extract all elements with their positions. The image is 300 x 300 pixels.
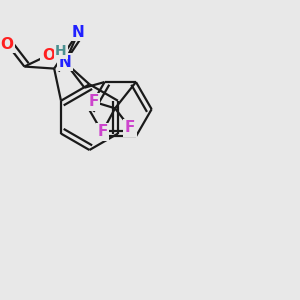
Text: O: O: [42, 48, 55, 63]
Text: O: O: [1, 37, 13, 52]
Text: F: F: [97, 124, 108, 139]
Text: N: N: [72, 25, 85, 40]
Text: F: F: [125, 120, 135, 135]
Text: F: F: [88, 94, 99, 109]
Text: H: H: [55, 44, 67, 58]
Text: N: N: [59, 55, 71, 70]
